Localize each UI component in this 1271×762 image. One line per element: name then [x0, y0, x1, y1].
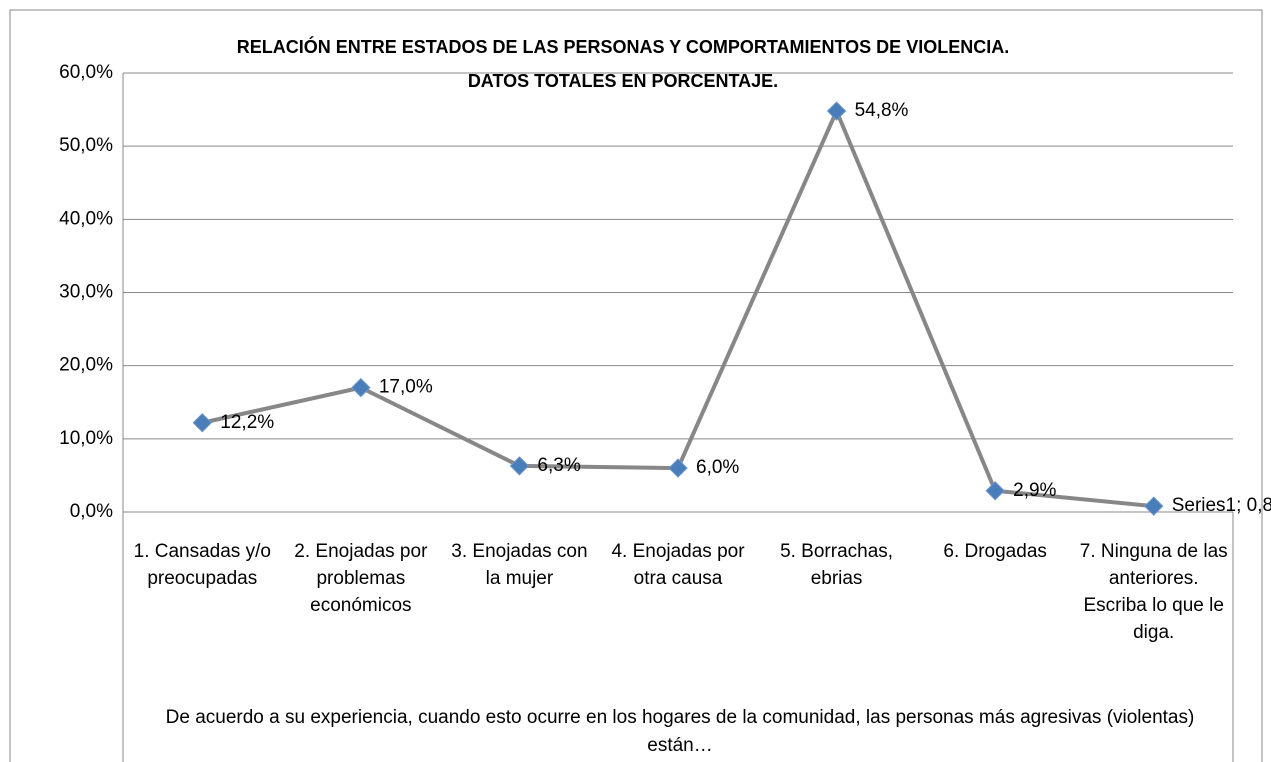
chart-title: RELACIÓN ENTRE ESTADOS DE LAS PERSONAS Y… — [237, 36, 1009, 57]
marker — [668, 458, 688, 478]
data-label: 12,2% — [220, 412, 274, 433]
x-tick-label: 5. Borrachas, ebrias — [780, 541, 894, 589]
x-tick-label: 4. Enojadas por otra causa — [611, 541, 745, 589]
y-tick-label: 0,0% — [70, 501, 113, 522]
chart-border — [9, 9, 1263, 762]
marker — [351, 377, 371, 398]
marker — [192, 413, 212, 433]
x-tick-label: 3. Enojadas con la mujer — [451, 541, 588, 589]
marker — [509, 456, 530, 476]
y-tick-label: 60,0% — [59, 62, 113, 83]
y-tick-label: 30,0% — [59, 282, 113, 303]
y-tick-label: 40,0% — [59, 208, 113, 229]
y-tick-label: 20,0% — [59, 355, 113, 376]
x-tick-label: 6. Drogadas — [943, 541, 1047, 562]
y-tick-label: 50,0% — [59, 135, 113, 156]
y-tick-label: 10,0% — [59, 428, 113, 449]
chart-subtitle: DATOS TOTALES EN PORCENTAJE. — [468, 71, 778, 91]
marker — [985, 481, 1005, 501]
data-label: 54,8% — [855, 100, 909, 121]
x-tick-label: 1. Cansadas y/o preocupadas — [133, 541, 271, 589]
x-tick-label: 2. Enojadas por problemas económicos — [294, 541, 428, 616]
series-line — [201, 109, 1154, 509]
marker — [826, 101, 847, 121]
marker — [1144, 496, 1164, 516]
data-label: 2,9% — [1013, 480, 1056, 501]
data-label: 6,3% — [537, 455, 580, 476]
x-tick-label: 7. Ninguna de las anteriores. Escriba lo… — [1079, 541, 1228, 643]
data-label: 17,0% — [379, 377, 433, 398]
data-label: 6,0% — [696, 457, 739, 478]
x-axis-title: De acuerdo a su experiencia, cuando esto… — [165, 707, 1195, 756]
data-label: Series1; 0,8% — [1172, 495, 1271, 516]
